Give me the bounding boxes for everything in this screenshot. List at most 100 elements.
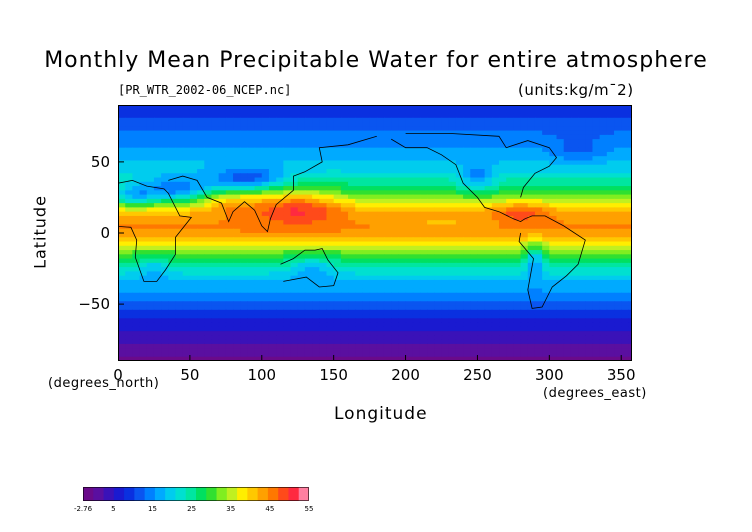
- map-cell: [527, 331, 536, 336]
- map-cell: [175, 326, 184, 332]
- map-cell: [333, 284, 342, 290]
- map-cell: [161, 117, 169, 123]
- map-cell: [312, 258, 320, 264]
- map-cell: [383, 194, 392, 200]
- map-cell: [340, 241, 349, 247]
- map-cell: [448, 151, 457, 157]
- map-cell: [146, 271, 155, 277]
- map-cell: [427, 331, 435, 336]
- map-cell: [340, 305, 349, 311]
- map-cell: [463, 117, 471, 123]
- map-cell: [599, 186, 608, 191]
- map-cell: [118, 241, 126, 247]
- map-cell: [348, 250, 356, 255]
- map-cell: [621, 224, 630, 230]
- map-cell: [168, 117, 177, 123]
- map-cell: [621, 122, 630, 127]
- map-cell: [276, 237, 284, 243]
- map-cell: [527, 335, 536, 341]
- map-cell: [204, 198, 213, 204]
- map-cell: [348, 190, 356, 196]
- map-cell: [585, 109, 594, 115]
- map-cell: [268, 254, 277, 260]
- map-cell: [369, 284, 378, 290]
- map-cell: [312, 220, 320, 226]
- map-cell: [391, 215, 399, 221]
- map-cell: [240, 322, 248, 328]
- map-cell: [211, 160, 220, 166]
- map-cell: [434, 190, 443, 196]
- map-cell: [268, 309, 277, 315]
- map-cell: [333, 331, 342, 336]
- map-cell: [376, 279, 385, 285]
- map-cell: [434, 241, 443, 247]
- map-cell: [326, 147, 335, 153]
- map-cell: [161, 130, 169, 136]
- map-cell: [297, 318, 306, 324]
- map-cell: [312, 301, 320, 307]
- map-cell: [520, 318, 529, 324]
- map-cell: [189, 228, 198, 234]
- map-cell: [563, 109, 572, 115]
- map-cell: [355, 198, 364, 204]
- map-cell: [570, 105, 579, 110]
- map-cell: [153, 207, 162, 213]
- map-cell: [477, 339, 486, 345]
- map-cell: [218, 177, 227, 183]
- map-cell: [614, 348, 622, 354]
- map-cell: [513, 126, 522, 132]
- map-cell: [621, 301, 630, 307]
- map-cell: [319, 292, 328, 298]
- map-cell: [506, 147, 514, 153]
- map-cell: [455, 224, 464, 230]
- map-cell: [398, 160, 407, 166]
- map-cell: [534, 305, 543, 311]
- map-cell: [225, 275, 234, 281]
- map-cell: [197, 198, 205, 204]
- map-cell: [491, 288, 500, 294]
- map-cell: [297, 233, 306, 238]
- map-cell: [419, 173, 428, 179]
- map-cell: [290, 143, 299, 149]
- map-cell: [448, 181, 457, 187]
- colorbar-swatch: [196, 487, 207, 501]
- map-cell: [376, 254, 385, 260]
- map-cell: [340, 109, 349, 115]
- map-cell: [348, 288, 356, 294]
- map-cell: [168, 292, 177, 298]
- map-cell: [628, 348, 632, 354]
- map-cell: [139, 250, 148, 255]
- map-cell: [484, 339, 493, 345]
- map-cell: [204, 318, 213, 324]
- map-cell: [606, 228, 615, 234]
- map-cell: [139, 228, 148, 234]
- map-cell: [118, 233, 126, 238]
- map-cell: [168, 241, 177, 247]
- map-cell: [261, 301, 270, 307]
- map-cell: [614, 275, 622, 281]
- map-cell: [484, 322, 493, 328]
- map-cell: [247, 245, 256, 251]
- map-cell: [578, 309, 586, 315]
- map-cell: [297, 122, 306, 127]
- map-cell: [240, 130, 248, 136]
- map-cell: [132, 147, 141, 153]
- map-cell: [441, 203, 450, 208]
- map-cell: [247, 143, 256, 149]
- map-cell: [563, 343, 572, 349]
- map-cell: [621, 215, 630, 221]
- map-cell: [161, 173, 169, 179]
- map-cell: [326, 314, 335, 319]
- map-cell: [499, 275, 507, 281]
- map-cell: [204, 348, 213, 354]
- map-cell: [412, 245, 421, 251]
- map-cell: [276, 343, 284, 349]
- map-cell: [233, 117, 241, 123]
- map-cell: [333, 275, 342, 281]
- map-cell: [283, 224, 292, 230]
- map-cell: [563, 122, 572, 127]
- map-cell: [233, 113, 241, 119]
- map-cell: [261, 241, 270, 247]
- map-cell: [484, 177, 493, 183]
- map-cell: [297, 314, 306, 319]
